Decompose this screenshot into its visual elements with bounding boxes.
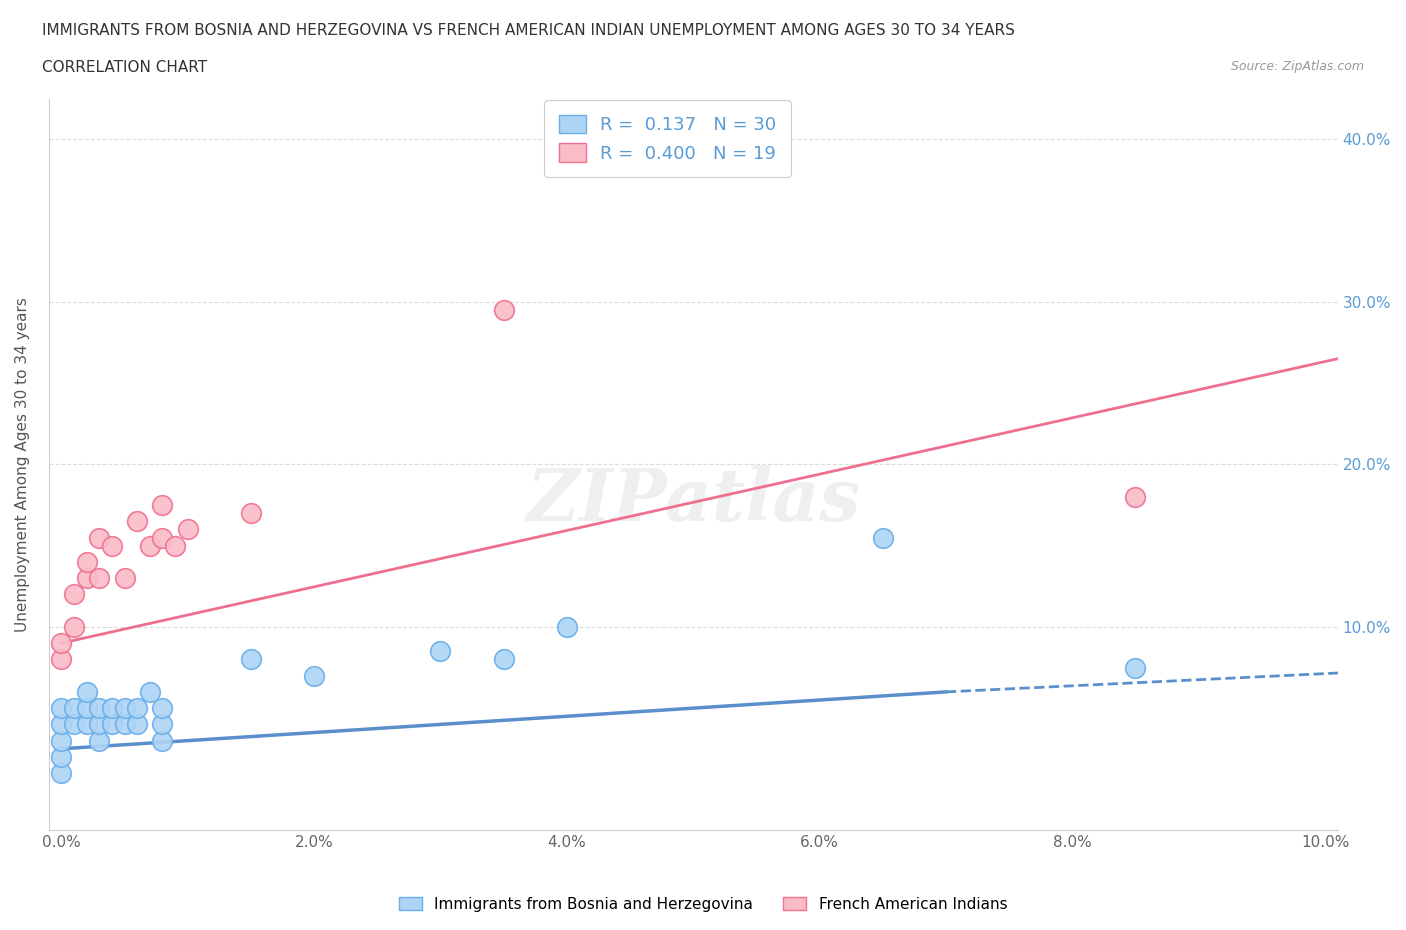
Y-axis label: Unemployment Among Ages 30 to 34 years: Unemployment Among Ages 30 to 34 years bbox=[15, 297, 30, 631]
Point bbox=[63, 619, 86, 634]
Point bbox=[76, 554, 98, 569]
Point bbox=[89, 700, 111, 715]
Point bbox=[101, 717, 124, 732]
Point bbox=[51, 750, 73, 764]
Point bbox=[51, 700, 73, 715]
Point bbox=[152, 717, 174, 732]
Point bbox=[76, 571, 98, 586]
Point bbox=[872, 530, 894, 545]
Point bbox=[63, 587, 86, 602]
Point bbox=[127, 513, 149, 528]
Point bbox=[51, 733, 73, 748]
Point bbox=[152, 498, 174, 512]
Point bbox=[139, 684, 162, 699]
Point bbox=[101, 700, 124, 715]
Point bbox=[239, 652, 262, 667]
Point bbox=[165, 538, 187, 553]
Point bbox=[89, 717, 111, 732]
Point bbox=[239, 506, 262, 521]
Text: CORRELATION CHART: CORRELATION CHART bbox=[42, 60, 207, 75]
Point bbox=[1125, 660, 1147, 675]
Point bbox=[63, 700, 86, 715]
Point bbox=[492, 302, 515, 317]
Point bbox=[139, 538, 162, 553]
Point bbox=[1125, 489, 1147, 504]
Point bbox=[152, 530, 174, 545]
Point bbox=[555, 619, 578, 634]
Point bbox=[127, 717, 149, 732]
Point bbox=[127, 700, 149, 715]
Point bbox=[76, 717, 98, 732]
Legend: R =  0.137   N = 30, R =  0.400   N = 19: R = 0.137 N = 30, R = 0.400 N = 19 bbox=[544, 100, 790, 177]
Point bbox=[89, 733, 111, 748]
Point bbox=[101, 538, 124, 553]
Point bbox=[51, 652, 73, 667]
Point bbox=[51, 636, 73, 651]
Text: ZIPatlas: ZIPatlas bbox=[526, 465, 860, 537]
Point bbox=[89, 571, 111, 586]
Point bbox=[177, 522, 200, 537]
Legend: Immigrants from Bosnia and Herzegovina, French American Indians: Immigrants from Bosnia and Herzegovina, … bbox=[392, 890, 1014, 918]
Point bbox=[302, 669, 325, 684]
Point bbox=[152, 700, 174, 715]
Point bbox=[114, 571, 136, 586]
Point bbox=[63, 717, 86, 732]
Point bbox=[51, 717, 73, 732]
Text: Source: ZipAtlas.com: Source: ZipAtlas.com bbox=[1230, 60, 1364, 73]
Point bbox=[429, 644, 451, 658]
Point bbox=[76, 700, 98, 715]
Point bbox=[51, 765, 73, 780]
Point bbox=[114, 717, 136, 732]
Point bbox=[152, 733, 174, 748]
Point bbox=[89, 530, 111, 545]
Point bbox=[76, 684, 98, 699]
Point bbox=[114, 700, 136, 715]
Point bbox=[492, 652, 515, 667]
Text: IMMIGRANTS FROM BOSNIA AND HERZEGOVINA VS FRENCH AMERICAN INDIAN UNEMPLOYMENT AM: IMMIGRANTS FROM BOSNIA AND HERZEGOVINA V… bbox=[42, 23, 1015, 38]
